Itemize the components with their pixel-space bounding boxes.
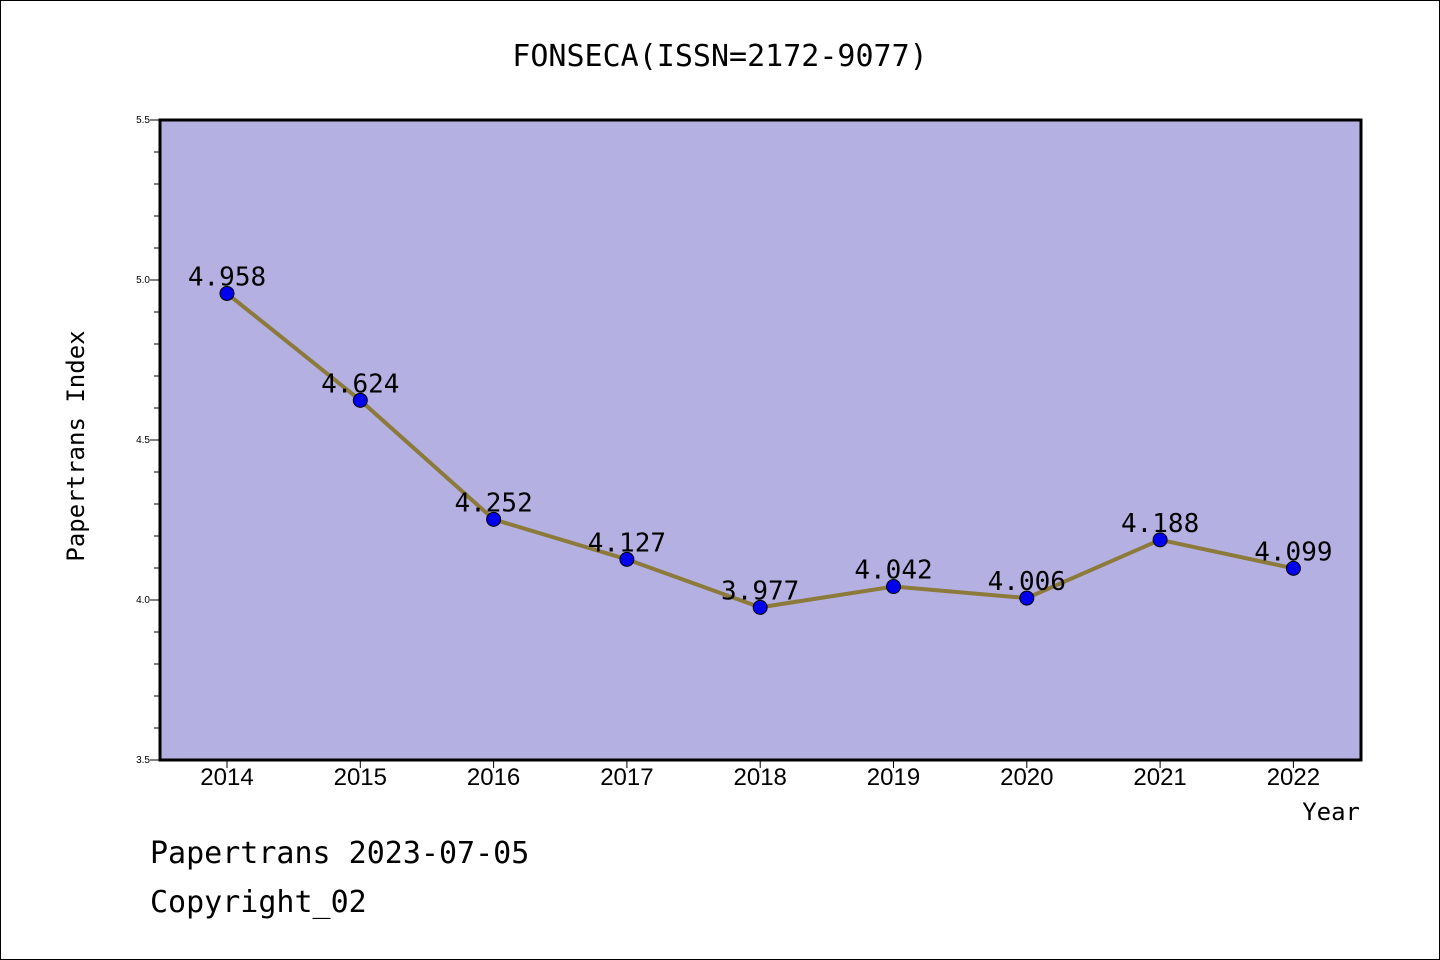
- y-tick-label: 5.0: [136, 275, 150, 286]
- y-tick-label: 5.5: [136, 115, 150, 126]
- x-tick-label: 2020: [1000, 764, 1053, 791]
- data-point: [1019, 590, 1035, 606]
- data-label: 4.188: [1121, 509, 1199, 539]
- y-tick-label: 4.5: [136, 435, 150, 446]
- x-tick-label: 2017: [600, 764, 653, 791]
- data-label: 4.099: [1254, 537, 1332, 567]
- y-axis-label: Papertrans Index: [62, 330, 90, 561]
- data-point: [352, 392, 368, 408]
- x-tick-label: 2014: [200, 764, 253, 791]
- x-tick-label: 2015: [334, 764, 387, 791]
- y-tick-label: 4.0: [136, 595, 150, 606]
- data-label: 4.042: [854, 556, 932, 586]
- x-axis: 2014 2015 2016 2017 2018 2019 2020 2021 2022: [200, 760, 1320, 791]
- data-label: 3.977: [721, 576, 799, 606]
- y-axis: 3.5 4.0 4.5 5.0 5.5: [136, 115, 160, 766]
- data-points: [219, 285, 1301, 615]
- x-tick-label: 2019: [867, 764, 920, 791]
- data-label: 4.006: [988, 567, 1066, 597]
- data-point: [219, 285, 235, 301]
- data-label: 4.127: [588, 528, 666, 558]
- x-tick-label: 2018: [734, 764, 787, 791]
- x-axis-label: Year: [1302, 798, 1360, 826]
- data-label: 4.252: [454, 488, 532, 518]
- data-point: [1285, 560, 1301, 576]
- plot-area: [158, 118, 1363, 762]
- x-tick-label: 2016: [467, 764, 520, 791]
- data-point: [1152, 532, 1168, 548]
- chart-title: FONSECA(ISSN=2172-9077): [512, 39, 927, 74]
- data-label: 4.958: [188, 262, 266, 292]
- footer-date: Papertrans 2023-07-05: [150, 836, 530, 871]
- data-point: [619, 551, 635, 567]
- x-tick-label: 2021: [1133, 764, 1186, 791]
- x-tick-label: 2022: [1267, 764, 1320, 791]
- y-tick-label: 3.5: [136, 755, 150, 766]
- data-label: 4.624: [321, 369, 399, 399]
- data-point: [486, 511, 502, 527]
- footer-copyright: Copyright_02: [150, 885, 367, 920]
- data-labels: 4.958 4.624 4.252 4.127 3.977 4.042 4.006 4.188…: [188, 262, 1333, 606]
- data-point: [886, 579, 901, 595]
- data-point: [752, 599, 768, 615]
